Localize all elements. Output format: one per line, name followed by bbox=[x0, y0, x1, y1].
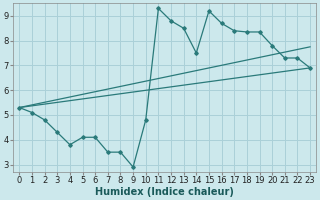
X-axis label: Humidex (Indice chaleur): Humidex (Indice chaleur) bbox=[95, 187, 234, 197]
